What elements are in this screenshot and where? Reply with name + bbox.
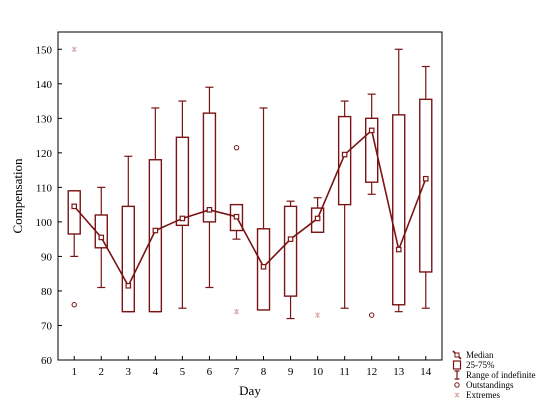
x-tick-label: 6 (207, 366, 213, 378)
plot-area (57, 31, 443, 361)
extreme-point (233, 308, 240, 315)
legend-label: Range of indefinite (466, 370, 535, 380)
y-tick-label: 110 (36, 182, 53, 194)
median-marker (98, 234, 105, 241)
x-tick-label: 14 (420, 366, 432, 378)
iqr-box (337, 115, 352, 206)
y-tick-label: 140 (36, 79, 53, 91)
median-line (73, 128, 427, 288)
y-tick-label: 120 (36, 148, 53, 160)
median-marker (368, 127, 375, 134)
x-tick-label: 13 (393, 366, 405, 378)
legend-item-outstanding: Outstandings (454, 380, 514, 390)
median-marker (260, 263, 267, 270)
outstanding-point (233, 144, 240, 151)
y-tick-label: 130 (36, 113, 53, 125)
legend-item-median: Median (452, 350, 494, 360)
median-marker (287, 236, 294, 242)
legend-whisker-symbol (454, 370, 460, 380)
iqr-box (364, 117, 379, 183)
outstanding-point (71, 302, 77, 308)
legend-label: Outstandings (466, 380, 514, 390)
box-day-14 (419, 65, 433, 309)
box-day-3 (121, 155, 136, 313)
legend-item-range: Range of indefinite (454, 370, 535, 380)
median-marker (233, 213, 240, 220)
median-marker (152, 227, 159, 234)
x-tick-label: 4 (153, 366, 159, 378)
y-axis-title: Compensation (10, 158, 25, 234)
legend-label: Extremes (466, 390, 500, 400)
iqr-box (283, 205, 298, 297)
iqr-box (392, 114, 406, 306)
x-tick-label: 9 (288, 366, 294, 378)
legend-item-iqr: 25-75% (452, 360, 495, 370)
y-tick-label: 100 (36, 217, 53, 229)
box-day-12 (364, 93, 379, 318)
box-day-9 (283, 200, 298, 320)
median-marker (314, 215, 321, 222)
x-tick-label: 11 (339, 366, 350, 378)
outstanding-point (368, 312, 375, 318)
x-tick-label: 1 (71, 366, 77, 378)
chart-marks (67, 46, 433, 320)
median-marker (341, 151, 348, 158)
box-day-2 (94, 186, 108, 289)
median-marker (125, 282, 132, 289)
iqr-box (202, 112, 217, 223)
iqr-box (175, 136, 190, 227)
x-tick-label: 2 (99, 366, 105, 378)
y-tick-label: 60 (41, 355, 53, 367)
x-tick-label: 7 (234, 366, 240, 378)
x-axis: 1 2 3 4 5 6 7 8 9 10 11 12 13 14 (71, 356, 432, 378)
x-tick-label: 12 (366, 366, 377, 378)
extreme-point (71, 46, 77, 52)
y-tick-label: 80 (41, 286, 53, 298)
iqr-box (148, 159, 163, 313)
median-marker (422, 175, 429, 182)
box-day-11 (337, 100, 352, 309)
median-marker (179, 215, 186, 222)
legend-item-extreme: Extremes (454, 390, 500, 400)
y-axis: 60 70 80 90 100 110 120 130 140 150 (36, 44, 62, 367)
x-axis-title: Day (239, 383, 261, 398)
y-tick-label: 90 (41, 251, 53, 263)
legend-label: 25-75% (466, 360, 495, 370)
x-tick-label: 10 (312, 366, 324, 378)
median-marker (71, 203, 78, 210)
extreme-point (315, 312, 321, 318)
iqr-box (121, 205, 136, 313)
y-tick-label: 70 (41, 320, 53, 332)
legend-label: Median (466, 350, 494, 360)
median-marker (395, 246, 402, 253)
legend-extreme-symbol (454, 392, 460, 398)
legend-median-marker (454, 352, 460, 358)
x-tick-label: 3 (126, 366, 132, 378)
x-tick-label: 5 (180, 366, 186, 378)
legend-outstanding-symbol (454, 382, 460, 388)
box-day-4 (148, 107, 163, 313)
box-day-5 (175, 100, 190, 309)
box-day-6 (202, 86, 217, 289)
median-marker (206, 207, 213, 213)
y-tick-label: 150 (36, 44, 53, 56)
x-tick-label: 8 (261, 366, 267, 378)
iqr-box (419, 98, 433, 273)
box-day-13 (392, 48, 406, 313)
legend-box-symbol (452, 360, 462, 370)
